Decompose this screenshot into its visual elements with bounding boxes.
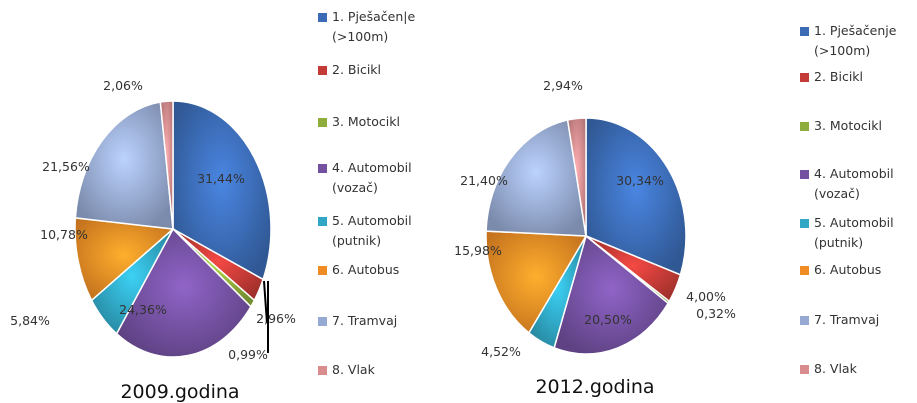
pie-slice-8 bbox=[566, 117, 587, 237]
chart-caption: 2009.godina bbox=[120, 381, 239, 403]
legend-swatch bbox=[318, 266, 327, 275]
legend-label: 1. Pješačen|e bbox=[332, 9, 415, 24]
slice-value-label: 15,98% bbox=[454, 243, 502, 258]
slice-value-label: 20,50% bbox=[584, 312, 632, 327]
legend-swatch bbox=[800, 266, 809, 275]
slice-value-label: 4,52% bbox=[481, 344, 521, 359]
legend-swatch bbox=[318, 66, 327, 75]
slice-value-label: 24,36% bbox=[119, 302, 167, 317]
legend-swatch bbox=[800, 122, 809, 131]
legend-swatch bbox=[800, 27, 809, 36]
legend-label: 3. Motocikl bbox=[814, 118, 882, 133]
legend-label: 3. Motocikl bbox=[332, 114, 400, 129]
slice-value-label: 21,40% bbox=[460, 173, 508, 188]
legend-swatch bbox=[318, 118, 327, 127]
slice-value-label: 21,56% bbox=[42, 159, 90, 174]
legend-label: 8. Vlak bbox=[332, 362, 376, 377]
slice-value-label: 2,96% bbox=[256, 311, 296, 326]
slice-value-label: 5,84% bbox=[10, 313, 50, 328]
legend-swatch bbox=[318, 317, 327, 326]
legend-label: (vozač) bbox=[814, 186, 860, 201]
chart-caption: 2012.godina bbox=[535, 376, 654, 398]
pie-slice-1 bbox=[172, 100, 272, 281]
pie-chart-2012: 30,34% 4,00% 0,32% 20,50% 4,52% 15,98% 21,40% 2… bbox=[454, 23, 897, 398]
pie-slice-8 bbox=[159, 100, 174, 230]
pie-slice-6 bbox=[74, 217, 175, 302]
legend-label: 6. Autobus bbox=[814, 262, 881, 277]
legend-label: 4. Automobil bbox=[814, 166, 894, 181]
legend-label: (putnik) bbox=[814, 235, 863, 250]
pie-slice-7 bbox=[485, 119, 587, 237]
legend-label: 2. Bicikl bbox=[814, 69, 863, 84]
legend-label: 8. Vlak bbox=[814, 361, 858, 376]
pie-slice-6 bbox=[485, 230, 588, 334]
legend-swatch bbox=[318, 13, 327, 22]
legend-label: 5. Automobil bbox=[814, 215, 894, 230]
legend-label: 7. Tramvaj bbox=[814, 312, 879, 327]
legend-label: 2. Bicikl bbox=[332, 62, 381, 77]
legend-swatch bbox=[800, 170, 809, 179]
pie-slice-4 bbox=[553, 234, 670, 355]
legend-swatch bbox=[318, 366, 327, 375]
slice-value-label: 2,06% bbox=[103, 78, 143, 93]
slice-value-label: 0,32% bbox=[696, 306, 736, 321]
slice-value-label: 10,78% bbox=[40, 227, 88, 242]
legend-swatch bbox=[800, 365, 809, 374]
pie-slice-7 bbox=[74, 101, 174, 230]
slice-value-label: 2,94% bbox=[543, 78, 583, 93]
pie-slice-1 bbox=[585, 117, 687, 276]
legend-swatch bbox=[318, 217, 327, 226]
leader-line bbox=[263, 280, 268, 324]
legend-label: (>100m) bbox=[332, 29, 388, 44]
slice-value-label: 31,44% bbox=[197, 171, 245, 186]
legend-swatch bbox=[800, 73, 809, 82]
pie-chart-2009: 31,44% 2,96% 0,99% 24,36% 5,84% 10,78% 21,56% 2… bbox=[10, 9, 415, 403]
legend-label: (>100m) bbox=[814, 43, 870, 58]
pie-slice-4 bbox=[115, 227, 252, 358]
slice-value-label: 30,34% bbox=[616, 173, 664, 188]
legend-label: 7. Tramvaj bbox=[332, 313, 397, 328]
legend-label: (putnik) bbox=[332, 233, 381, 248]
slice-value-label: 0,99% bbox=[228, 347, 268, 362]
legend-label: 4. Automobil bbox=[332, 160, 412, 175]
legend: 1. Pješačenje (>100m) 2. Bicikl 3. Motocikl… bbox=[800, 23, 897, 376]
legend-swatch bbox=[318, 164, 327, 173]
legend-label: 5. Automobil bbox=[332, 213, 412, 228]
legend-label: 6. Autobus bbox=[332, 262, 399, 277]
legend-label: (vozač) bbox=[332, 180, 378, 195]
legend-swatch bbox=[800, 316, 809, 325]
slice-value-label: 4,00% bbox=[686, 289, 726, 304]
legend-label: 1. Pješačenje bbox=[814, 23, 897, 38]
legend: 1. Pješačen|e (>100m) 2. Bicikl 3. Motocikl… bbox=[318, 9, 415, 377]
legend-swatch bbox=[800, 219, 809, 228]
